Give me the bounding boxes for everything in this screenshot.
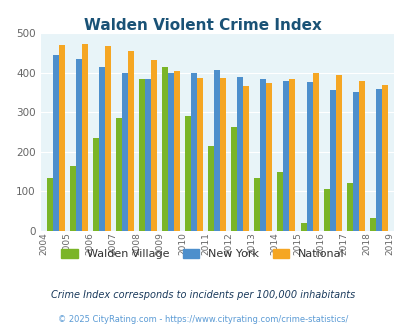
- Bar: [139, 79, 145, 231]
- Bar: [335, 75, 341, 231]
- Bar: [237, 77, 243, 231]
- Bar: [145, 79, 151, 231]
- Bar: [162, 67, 168, 231]
- Bar: [254, 178, 260, 231]
- Bar: [53, 55, 58, 231]
- Bar: [191, 73, 197, 231]
- Bar: [283, 81, 289, 231]
- Bar: [260, 79, 266, 231]
- Bar: [214, 70, 220, 231]
- Bar: [358, 81, 364, 231]
- Bar: [115, 118, 122, 231]
- Bar: [197, 78, 202, 231]
- Bar: [151, 60, 157, 231]
- Bar: [174, 71, 179, 231]
- Bar: [81, 44, 87, 231]
- Bar: [122, 73, 128, 231]
- Bar: [128, 51, 134, 231]
- Bar: [266, 82, 272, 231]
- Text: © 2025 CityRating.com - https://www.cityrating.com/crime-statistics/: © 2025 CityRating.com - https://www.city…: [58, 315, 347, 324]
- Bar: [381, 85, 387, 231]
- Bar: [220, 78, 226, 231]
- Bar: [98, 67, 104, 231]
- Bar: [289, 79, 295, 231]
- Bar: [58, 45, 64, 231]
- Bar: [168, 73, 174, 231]
- Bar: [70, 166, 75, 231]
- Bar: [369, 218, 375, 231]
- Bar: [47, 178, 53, 231]
- Bar: [231, 127, 237, 231]
- Bar: [329, 90, 335, 231]
- Bar: [75, 59, 81, 231]
- Bar: [243, 86, 249, 231]
- Text: Crime Index corresponds to incidents per 100,000 inhabitants: Crime Index corresponds to incidents per…: [51, 290, 354, 300]
- Bar: [300, 223, 306, 231]
- Bar: [375, 89, 381, 231]
- Bar: [312, 73, 318, 231]
- Bar: [93, 138, 98, 231]
- Bar: [352, 92, 358, 231]
- Bar: [104, 46, 111, 231]
- Bar: [346, 183, 352, 231]
- Bar: [185, 116, 191, 231]
- Bar: [323, 189, 329, 231]
- Bar: [306, 82, 312, 231]
- Bar: [208, 146, 214, 231]
- Bar: [277, 172, 283, 231]
- Legend: Walden Village, New York, National: Walden Village, New York, National: [57, 244, 348, 263]
- Text: Walden Violent Crime Index: Walden Violent Crime Index: [84, 18, 321, 33]
